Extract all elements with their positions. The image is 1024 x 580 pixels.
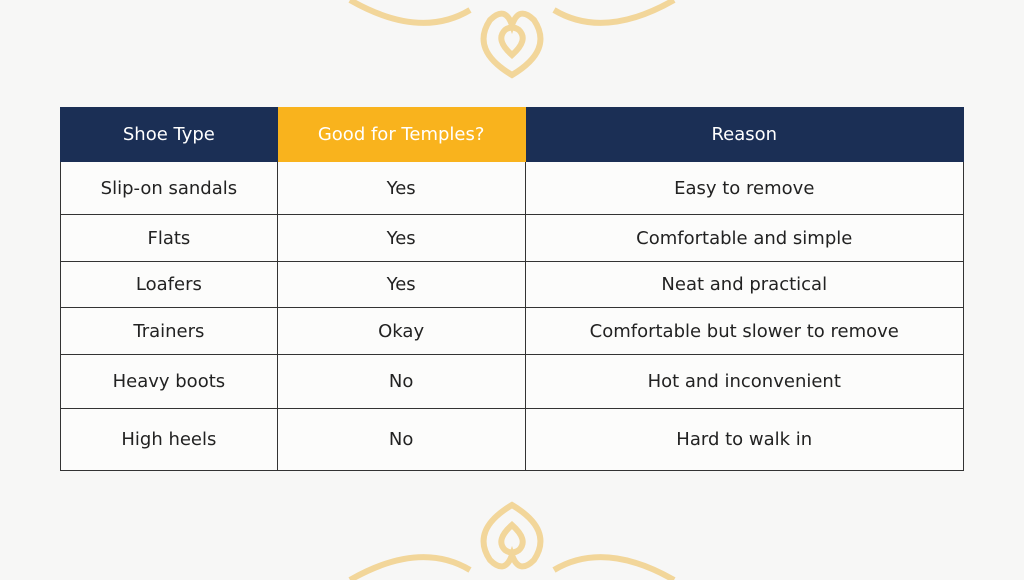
table-row: Slip-on sandals Yes Easy to remove — [60, 161, 964, 215]
table-cell: Flats — [60, 214, 278, 262]
table-cell: Trainers — [60, 307, 278, 355]
header-cell: Reason — [524, 107, 964, 162]
table-row: Trainers Okay Comfortable but slower to re… — [60, 307, 964, 355]
table-cell: Yes — [276, 161, 526, 215]
header-cell: Good for Temples? — [276, 107, 526, 162]
header-cell: Shoe Type — [60, 107, 278, 162]
table-cell: High heels — [60, 408, 278, 471]
table-cell: Neat and practical — [524, 261, 964, 308]
header-row: Shoe Type Good for Temples? Reason — [60, 107, 964, 162]
table-cell: Yes — [276, 261, 526, 308]
table-cell: Yes — [276, 214, 526, 262]
table-cell: Slip-on sandals — [60, 161, 278, 215]
table-cell: Hot and inconvenient — [524, 354, 964, 409]
table-row: Loafers Yes Neat and practical — [60, 261, 964, 308]
table-cell: Heavy boots — [60, 354, 278, 409]
table-cell: Hard to walk in — [524, 408, 964, 471]
table-cell: Easy to remove — [524, 161, 964, 215]
top-ornament — [348, 0, 676, 79]
table-cell: Okay — [276, 307, 526, 355]
table-row: High heels No Hard to walk in — [60, 408, 964, 471]
table-cell: No — [276, 408, 526, 471]
table-cell: Loafers — [60, 261, 278, 308]
table-cell: Comfortable and simple — [524, 214, 964, 262]
shoe-table: Shoe Type Good for Temples? Reason Slip-… — [60, 107, 964, 471]
table-row: Heavy boots No Hot and inconvenient — [60, 354, 964, 409]
table-row: Flats Yes Comfortable and simple — [60, 214, 964, 262]
bottom-ornament — [348, 501, 676, 580]
table-cell: Comfortable but slower to remove — [524, 307, 964, 355]
table-cell: No — [276, 354, 526, 409]
